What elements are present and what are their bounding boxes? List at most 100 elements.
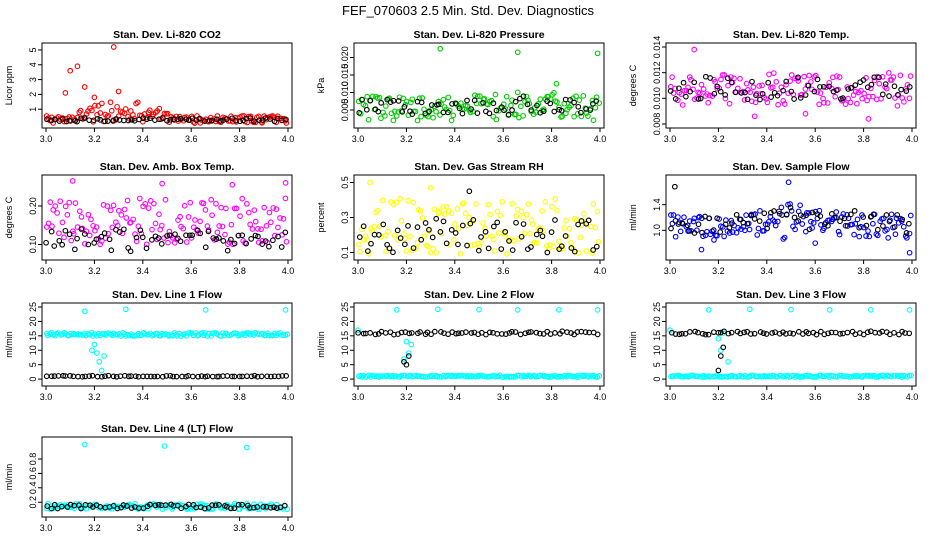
data-point [539,208,545,214]
data-point [677,228,684,235]
data-point [113,116,120,122]
data-point [589,97,596,104]
data-point [509,200,516,207]
outlier-point [403,338,410,345]
y-tick-label: 0.010 [652,87,662,110]
data-point [101,230,108,236]
data-point [468,330,475,336]
y-tick-label: 15 [340,331,350,341]
data-point [566,372,572,379]
data-point [379,197,386,204]
data-point [668,225,674,232]
data-point [271,504,277,511]
data-point [721,328,727,335]
data-point [262,238,269,245]
data-point [189,232,196,239]
data-point [778,204,785,211]
data-point [407,233,413,240]
data-point [485,245,492,252]
data-point [88,216,94,223]
data-point [486,110,493,117]
data-point [541,372,548,379]
panel-title: Stan. Dev. Amb. Box Temp. [100,161,235,173]
data-point [808,218,814,225]
x-tick-label: 3.2 [712,392,725,402]
data-point [708,373,715,380]
data-point [466,214,472,221]
data-point [459,110,466,117]
data-point [864,329,871,336]
x-tick-label: 3.6 [809,266,822,276]
data-point [780,87,786,94]
data-point [123,215,130,221]
data-point [97,110,104,116]
data-point [102,118,108,125]
data-point [454,206,461,212]
data-point [568,245,575,251]
data-point [741,329,747,336]
data-point [509,107,515,113]
data-point [738,90,745,96]
data-point [429,373,436,380]
data-point [98,233,105,240]
data-point [801,73,807,80]
y-tick-label: 10 [28,345,38,355]
data-point [568,102,574,109]
data-point [159,222,165,229]
data-point [107,207,114,214]
data-point [440,109,447,116]
data-point [254,504,261,510]
data-point [681,87,688,94]
x-tick-label: 3.4 [449,134,462,144]
data-point [568,330,574,336]
data-point [571,113,577,120]
data-point [764,225,770,232]
data-point [680,79,687,86]
data-point [213,200,219,207]
data-point [670,212,677,218]
data-point [433,215,440,222]
panel-title: Stan. Dev. Line 3 Flow [736,289,847,301]
data-point [235,501,242,508]
data-point [417,329,423,335]
data-point [903,229,910,236]
data-point [273,206,280,213]
x-tick-label: 3.0 [40,392,53,402]
data-point [755,225,762,232]
y-tick-label: 0.6 [28,467,38,480]
data-point [409,111,416,118]
data-point [43,239,49,246]
data-point [833,73,840,79]
data-point [61,234,67,241]
y-tick-label: 5 [340,362,350,367]
data-point [271,118,278,125]
data-point [725,82,731,89]
data-point [799,91,805,98]
data-point [251,372,258,379]
data-point [728,329,735,336]
data-point [62,203,69,210]
data-point [124,197,131,204]
data-point [280,332,287,338]
data-point [438,329,444,335]
x-tick-label: 3.6 [497,266,510,276]
data-point [133,234,140,241]
plot-frame [353,42,605,129]
x-tick-label: 3.0 [352,266,365,276]
data-point [888,211,895,218]
y-tick-label: 20 [652,316,662,326]
data-point [170,373,176,380]
data-point [245,209,252,216]
y-tick-label: 5 [652,362,662,367]
x-tick-label: 3.0 [40,134,53,144]
data-point [425,113,431,120]
data-point [705,99,712,106]
data-point [487,211,494,218]
data-point [787,78,793,85]
x-tick-label: 3.2 [712,134,725,144]
data-point [788,208,795,214]
data-point [852,220,859,227]
data-point [667,88,674,94]
data-point [826,79,833,86]
